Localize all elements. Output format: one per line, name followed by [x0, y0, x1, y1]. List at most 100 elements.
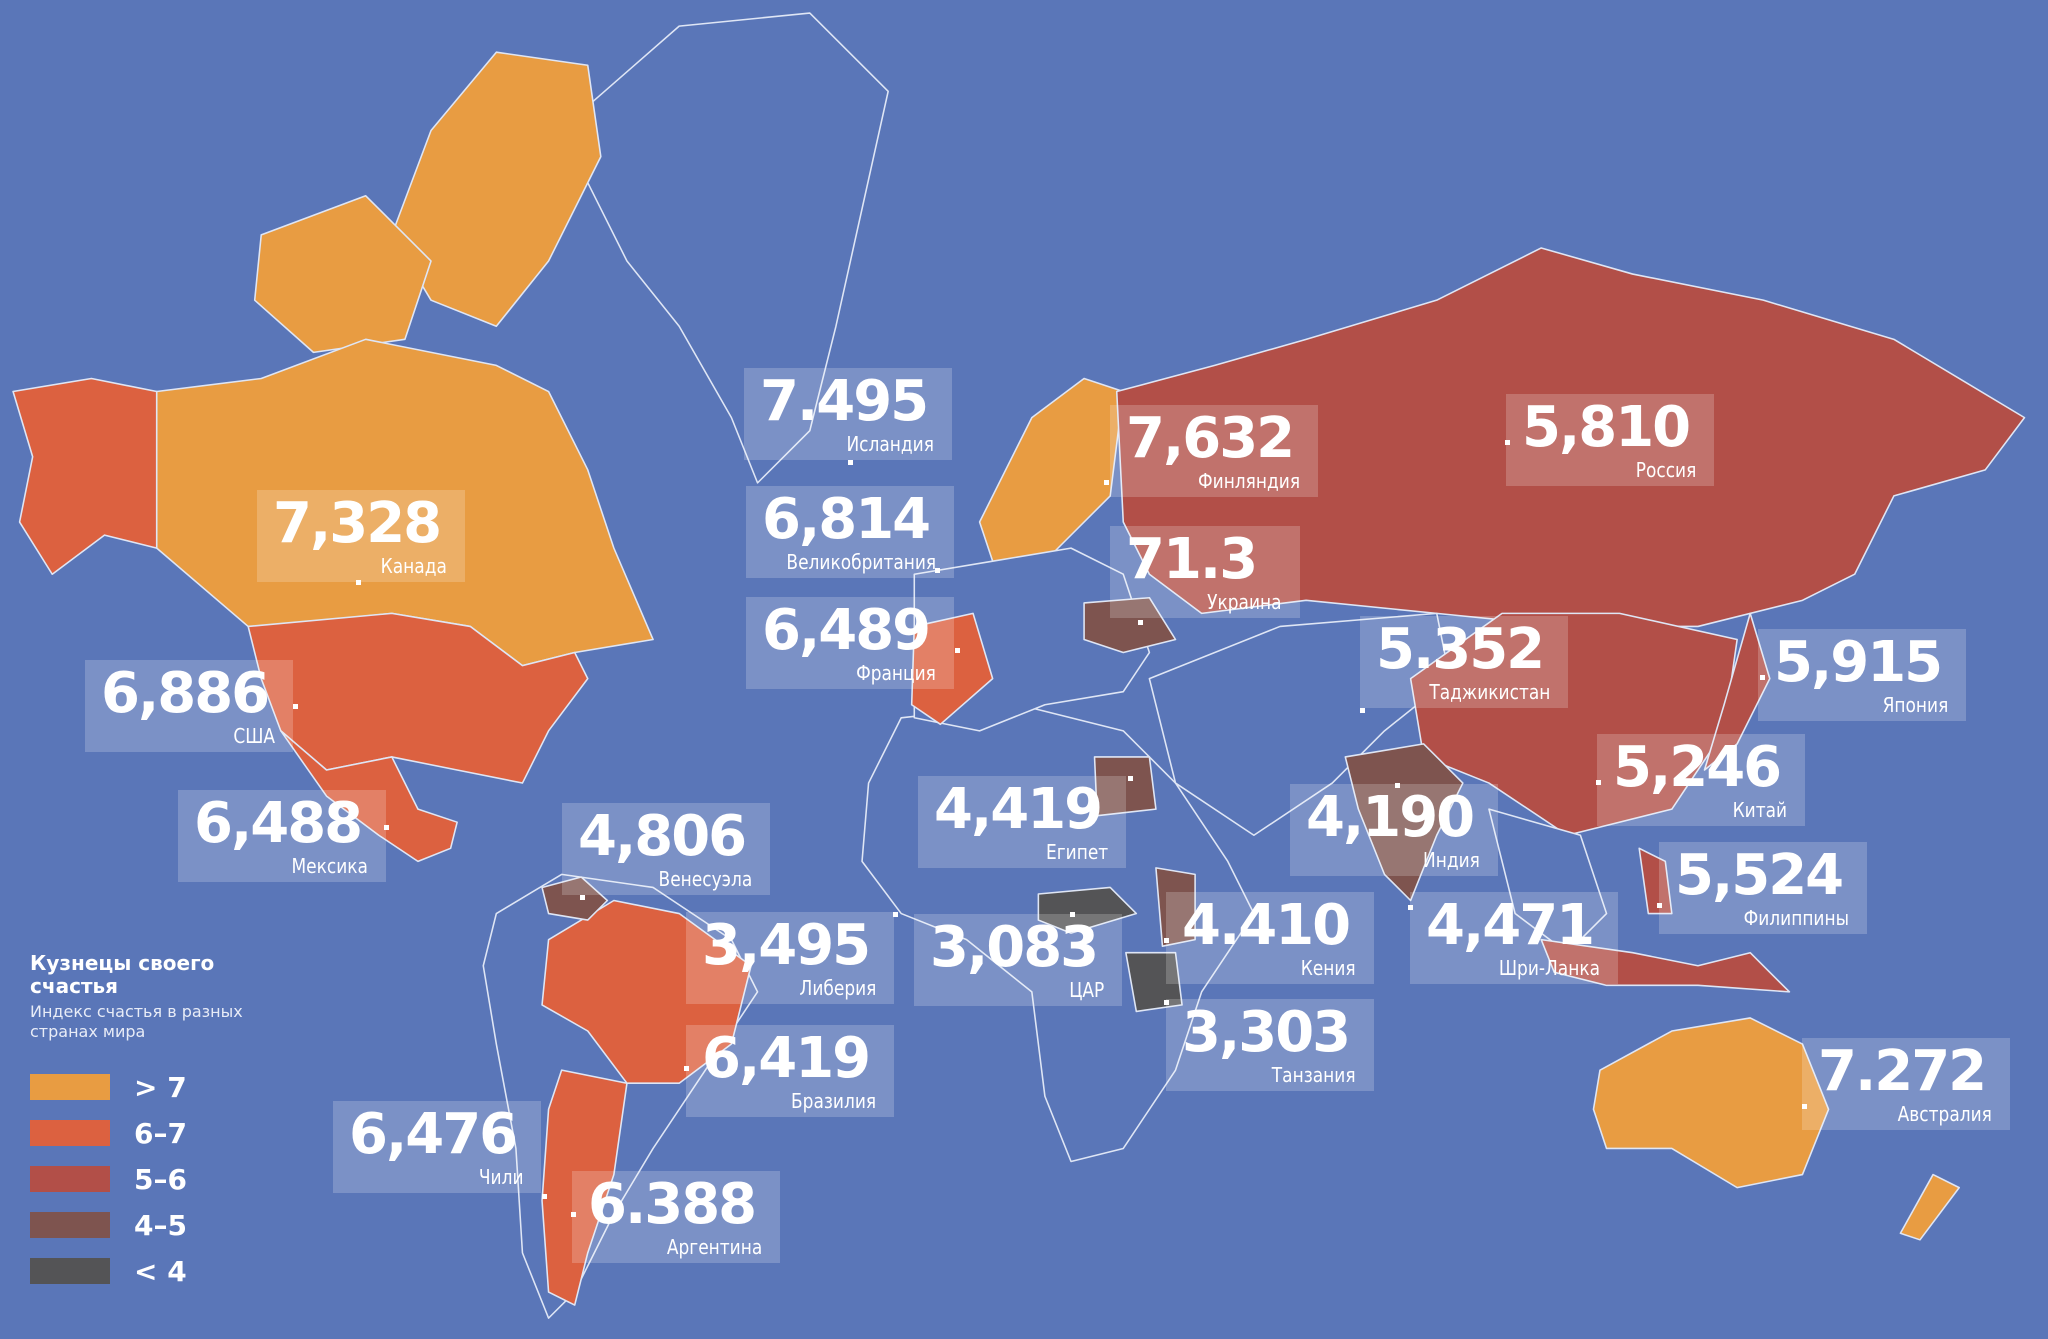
- marker-dot: [1070, 912, 1075, 917]
- marker-dot: [293, 704, 298, 709]
- marker-dot: [384, 825, 389, 830]
- value: 6,419: [702, 1026, 871, 1091]
- value: 6,886: [101, 661, 270, 726]
- marker-dot: [1596, 780, 1601, 785]
- land-africa: [861, 703, 1255, 1163]
- legend-item: 6–7: [30, 1110, 290, 1156]
- country-name: Филиппины: [1743, 906, 1849, 930]
- label-india: 4,190 Индия: [1290, 784, 1498, 876]
- label-france: 6,489 Франция: [746, 597, 954, 689]
- land-argentina: [541, 1069, 628, 1306]
- label-tajikistan: 5.352 Таджикистан: [1360, 616, 1568, 708]
- value: 5.352: [1376, 617, 1545, 682]
- label-car: 3,083 ЦАР: [914, 914, 1122, 1006]
- country-name: Франция: [856, 661, 936, 685]
- country-name: Чили: [478, 1165, 523, 1189]
- land-mexico: [280, 730, 458, 863]
- land-kenya: [1155, 867, 1196, 947]
- legend-label: 4–5: [134, 1208, 187, 1242]
- label-egypt: 4,419 Египет: [918, 776, 1126, 868]
- marker-dot: [1164, 938, 1169, 943]
- marker-dot: [684, 1066, 689, 1071]
- country-name: Аргентина: [666, 1235, 762, 1259]
- country-name: Япония: [1882, 693, 1948, 717]
- country-name: Либерия: [799, 976, 876, 1000]
- land-alaska: [12, 377, 158, 576]
- value: 7.495: [760, 369, 929, 434]
- label-liberia: 3,495 Либерия: [686, 912, 894, 1004]
- value: 4,190: [1306, 785, 1475, 850]
- label-tanzania: 3,303 Танзания: [1166, 999, 1374, 1091]
- legend: Кузнецы своего счастья Индекс счастья в …: [30, 952, 290, 1294]
- legend-subtitle: Индекс счастья в разных странах мира: [30, 1002, 243, 1041]
- legend-item: 5–6: [30, 1156, 290, 1202]
- marker-dot: [1164, 1000, 1169, 1005]
- value: 7,328: [273, 491, 442, 556]
- marker-dot: [542, 1194, 547, 1199]
- value: 7.272: [1818, 1039, 1987, 1104]
- label-usa: 6,886 США: [85, 660, 293, 752]
- value: 4,806: [578, 804, 747, 869]
- value: 6.388: [588, 1172, 757, 1237]
- value: 6,476: [349, 1102, 518, 1167]
- legend-item: > 7: [30, 1064, 290, 1110]
- label-philippines: 5,524 Филиппины: [1659, 842, 1867, 934]
- marker-dot: [1505, 440, 1510, 445]
- land-ukraine: [1083, 596, 1177, 654]
- country-name: Кения: [1301, 956, 1356, 980]
- label-kenya: 4.410 Кения: [1166, 892, 1374, 984]
- value: 3,303: [1182, 1000, 1351, 1065]
- legend-item: 4–5: [30, 1202, 290, 1248]
- country-name: Украина: [1207, 590, 1282, 614]
- legend-swatch: [30, 1212, 110, 1238]
- land-brazil: [541, 899, 752, 1084]
- land-egypt: [1093, 756, 1157, 817]
- label-china: 5,246 Китай: [1597, 734, 1805, 826]
- marker-dot: [1128, 776, 1133, 781]
- legend-label: < 4: [134, 1254, 187, 1288]
- legend-swatch: [30, 1166, 110, 1192]
- marker-dot: [571, 1212, 576, 1217]
- value: 4,419: [934, 777, 1103, 842]
- legend-label: > 7: [134, 1070, 187, 1104]
- value: 3,495: [702, 913, 871, 978]
- value: 5,246: [1613, 735, 1782, 800]
- label-brazil: 6,419 Бразилия: [686, 1025, 894, 1117]
- legend-label: 6–7: [134, 1116, 187, 1150]
- label-australia: 7.272 Австралия: [1802, 1038, 2010, 1130]
- country-name: Таджикистан: [1428, 680, 1550, 704]
- value: 7,632: [1126, 406, 1295, 471]
- value: 71.3: [1126, 527, 1258, 592]
- marker-dot: [1657, 903, 1662, 908]
- marker-dot: [848, 460, 853, 465]
- country-name: Россия: [1635, 458, 1696, 482]
- country-name: Австралия: [1897, 1102, 1992, 1126]
- value: 5,915: [1774, 630, 1943, 695]
- legend-item: < 4: [30, 1248, 290, 1294]
- marker-dot: [893, 912, 898, 917]
- land-tanzania: [1125, 951, 1183, 1013]
- land-china: [1409, 612, 1738, 837]
- legend-swatch: [30, 1074, 110, 1100]
- label-ukraine: 71.3 Украина: [1110, 526, 1300, 618]
- land-japan: [1703, 612, 1771, 771]
- label-finland: 7,632 Финляндия: [1110, 405, 1318, 497]
- country-name: Великобритания: [786, 550, 936, 574]
- value: 5,810: [1522, 395, 1691, 460]
- land-indonesia: [1540, 938, 1791, 993]
- country-name: Канада: [380, 554, 447, 578]
- land-asia-mid: [1148, 612, 1451, 837]
- label-uk: 6,814 Великобритания: [746, 486, 954, 578]
- land-russia: [1115, 247, 2026, 628]
- land-australia: [1592, 1017, 1830, 1189]
- label-iceland: 7.495 Исландия: [744, 368, 952, 460]
- land-car: [1037, 886, 1138, 934]
- land-india: [1344, 743, 1464, 902]
- legend-swatch: [30, 1258, 110, 1284]
- land-venezuela: [541, 876, 609, 921]
- country-name: Танзания: [1272, 1063, 1356, 1087]
- country-name: ЦАР: [1068, 978, 1104, 1002]
- marker-dot: [356, 580, 361, 585]
- land-france: [910, 612, 994, 726]
